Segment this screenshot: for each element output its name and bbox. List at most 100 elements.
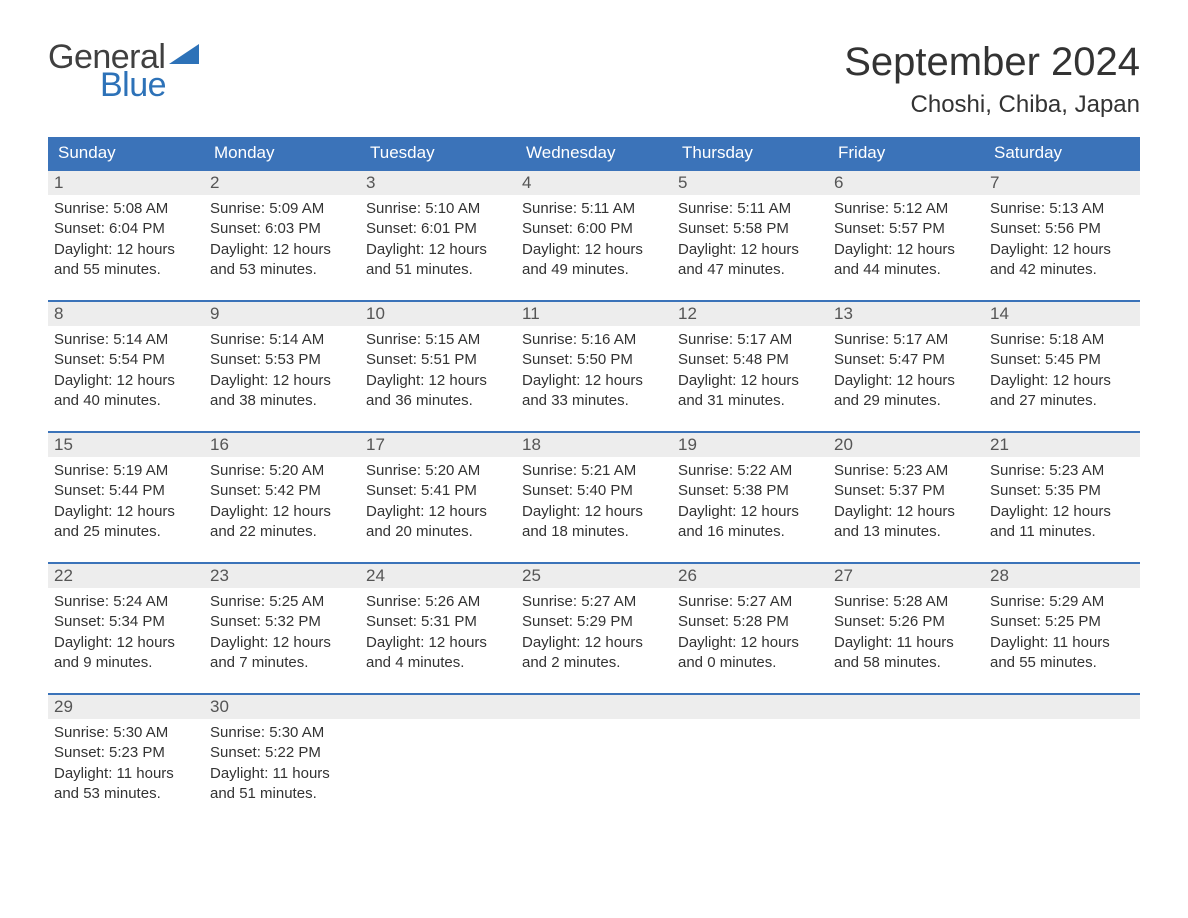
daylight-line-1: Daylight: 11 hours (990, 633, 1134, 653)
day-cell: 22Sunrise: 5:24 AMSunset: 5:34 PMDayligh… (48, 564, 204, 679)
day-cell: 21Sunrise: 5:23 AMSunset: 5:35 PMDayligh… (984, 433, 1140, 548)
daylight-line-2: and 55 minutes. (54, 260, 198, 280)
day-body: Sunrise: 5:19 AMSunset: 5:44 PMDaylight:… (48, 457, 204, 548)
sunset-line: Sunset: 6:00 PM (522, 219, 666, 239)
day-number: 5 (672, 171, 828, 195)
daylight-line-2: and 40 minutes. (54, 391, 198, 411)
day-body: Sunrise: 5:16 AMSunset: 5:50 PMDaylight:… (516, 326, 672, 417)
daylight-line-2: and 16 minutes. (678, 522, 822, 542)
daylight-line-1: Daylight: 12 hours (210, 502, 354, 522)
day-number: 8 (48, 302, 204, 326)
month-title: September 2024 (844, 40, 1140, 85)
day-number: 19 (672, 433, 828, 457)
day-body: Sunrise: 5:09 AMSunset: 6:03 PMDaylight:… (204, 195, 360, 286)
daylight-line-2: and 27 minutes. (990, 391, 1134, 411)
day-number: 23 (204, 564, 360, 588)
daylight-line-2: and 31 minutes. (678, 391, 822, 411)
daylight-line-2: and 20 minutes. (366, 522, 510, 542)
day-cell: 6Sunrise: 5:12 AMSunset: 5:57 PMDaylight… (828, 171, 984, 286)
day-body: Sunrise: 5:21 AMSunset: 5:40 PMDaylight:… (516, 457, 672, 548)
sunset-line: Sunset: 6:01 PM (366, 219, 510, 239)
daylight-line-1: Daylight: 12 hours (366, 502, 510, 522)
day-number: 22 (48, 564, 204, 588)
daylight-line-1: Daylight: 12 hours (522, 633, 666, 653)
sunrise-line: Sunrise: 5:14 AM (210, 330, 354, 350)
day-cell: 4Sunrise: 5:11 AMSunset: 6:00 PMDaylight… (516, 171, 672, 286)
daylight-line-1: Daylight: 12 hours (366, 240, 510, 260)
sunrise-line: Sunrise: 5:30 AM (54, 723, 198, 743)
daylight-line-2: and 4 minutes. (366, 653, 510, 673)
day-number-row: 21 (984, 433, 1140, 457)
sunrise-line: Sunrise: 5:20 AM (366, 461, 510, 481)
daylight-line-1: Daylight: 12 hours (54, 371, 198, 391)
sunset-line: Sunset: 5:32 PM (210, 612, 354, 632)
day-number-row: 4 (516, 171, 672, 195)
sunset-line: Sunset: 5:42 PM (210, 481, 354, 501)
daylight-line-1: Daylight: 12 hours (990, 240, 1134, 260)
daylight-line-2: and 29 minutes. (834, 391, 978, 411)
day-number: 27 (828, 564, 984, 588)
day-cell: 15Sunrise: 5:19 AMSunset: 5:44 PMDayligh… (48, 433, 204, 548)
day-body: Sunrise: 5:08 AMSunset: 6:04 PMDaylight:… (48, 195, 204, 286)
day-body: Sunrise: 5:30 AMSunset: 5:23 PMDaylight:… (48, 719, 204, 810)
sunrise-line: Sunrise: 5:22 AM (678, 461, 822, 481)
sunset-line: Sunset: 5:23 PM (54, 743, 198, 763)
day-number-row: 9 (204, 302, 360, 326)
weekday-header: Friday (828, 137, 984, 169)
daylight-line-2: and 25 minutes. (54, 522, 198, 542)
sunrise-line: Sunrise: 5:13 AM (990, 199, 1134, 219)
sunrise-line: Sunrise: 5:08 AM (54, 199, 198, 219)
day-number-row: 15 (48, 433, 204, 457)
sunrise-line: Sunrise: 5:29 AM (990, 592, 1134, 612)
sunrise-line: Sunrise: 5:21 AM (522, 461, 666, 481)
day-number: 28 (984, 564, 1140, 588)
daylight-line-1: Daylight: 12 hours (678, 240, 822, 260)
sunrise-line: Sunrise: 5:10 AM (366, 199, 510, 219)
day-number-row: 6 (828, 171, 984, 195)
day-number-row: . (360, 695, 516, 719)
sunset-line: Sunset: 5:37 PM (834, 481, 978, 501)
day-number-row: 17 (360, 433, 516, 457)
daylight-line-2: and 7 minutes. (210, 653, 354, 673)
daylight-line-1: Daylight: 12 hours (990, 371, 1134, 391)
sunset-line: Sunset: 5:48 PM (678, 350, 822, 370)
daylight-line-1: Daylight: 12 hours (210, 240, 354, 260)
daylight-line-1: Daylight: 11 hours (834, 633, 978, 653)
day-cell: 25Sunrise: 5:27 AMSunset: 5:29 PMDayligh… (516, 564, 672, 679)
daylight-line-1: Daylight: 12 hours (522, 371, 666, 391)
day-number-row: 28 (984, 564, 1140, 588)
sunrise-line: Sunrise: 5:18 AM (990, 330, 1134, 350)
day-number: 26 (672, 564, 828, 588)
day-body: Sunrise: 5:20 AMSunset: 5:41 PMDaylight:… (360, 457, 516, 548)
sunset-line: Sunset: 5:51 PM (366, 350, 510, 370)
day-number-row: 27 (828, 564, 984, 588)
sunset-line: Sunset: 5:40 PM (522, 481, 666, 501)
sunrise-line: Sunrise: 5:30 AM (210, 723, 354, 743)
sunrise-line: Sunrise: 5:20 AM (210, 461, 354, 481)
day-number-row: . (828, 695, 984, 719)
daylight-line-2: and 53 minutes. (54, 784, 198, 804)
day-number: 11 (516, 302, 672, 326)
day-number-row: . (516, 695, 672, 719)
day-number-row: 12 (672, 302, 828, 326)
sunset-line: Sunset: 5:47 PM (834, 350, 978, 370)
day-number: 25 (516, 564, 672, 588)
day-body: Sunrise: 5:22 AMSunset: 5:38 PMDaylight:… (672, 457, 828, 548)
day-cell: 29Sunrise: 5:30 AMSunset: 5:23 PMDayligh… (48, 695, 204, 810)
day-cell: . (672, 695, 828, 810)
day-number-row: 2 (204, 171, 360, 195)
day-cell: . (516, 695, 672, 810)
sunset-line: Sunset: 5:34 PM (54, 612, 198, 632)
daylight-line-2: and 38 minutes. (210, 391, 354, 411)
day-body: Sunrise: 5:27 AMSunset: 5:28 PMDaylight:… (672, 588, 828, 679)
day-number-row: 18 (516, 433, 672, 457)
day-number-row: 14 (984, 302, 1140, 326)
daylight-line-2: and 11 minutes. (990, 522, 1134, 542)
day-number-row: 25 (516, 564, 672, 588)
daylight-line-1: Daylight: 12 hours (678, 502, 822, 522)
day-number: 15 (48, 433, 204, 457)
sunrise-line: Sunrise: 5:19 AM (54, 461, 198, 481)
day-body: Sunrise: 5:24 AMSunset: 5:34 PMDaylight:… (48, 588, 204, 679)
day-cell: . (828, 695, 984, 810)
weekday-header: Thursday (672, 137, 828, 169)
